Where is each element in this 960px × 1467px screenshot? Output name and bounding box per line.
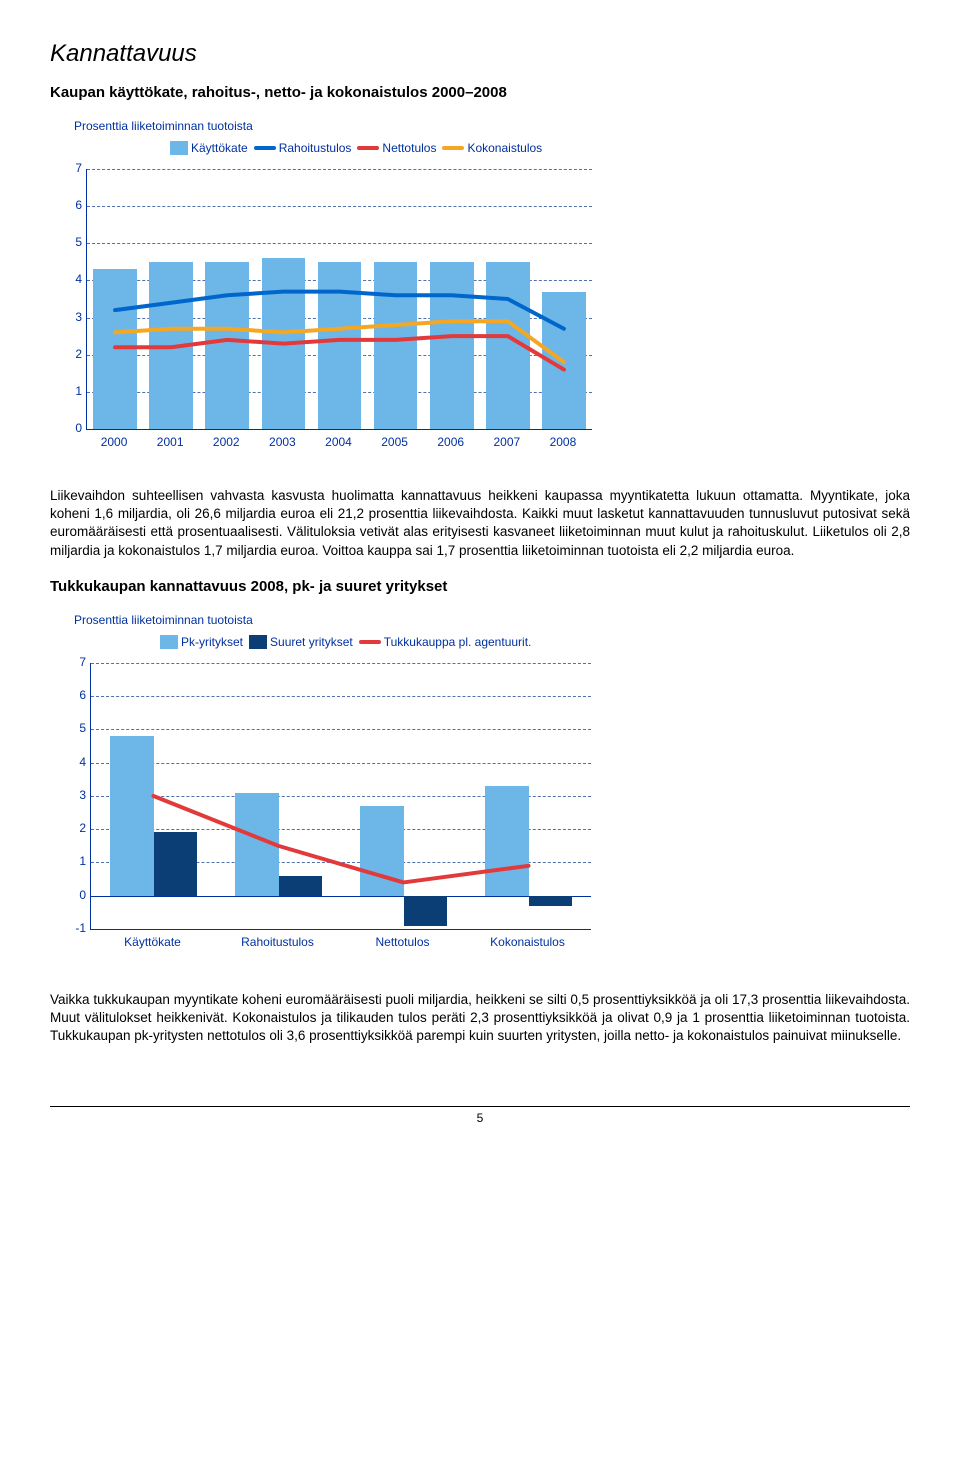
legend-label: Käyttökate xyxy=(191,141,248,155)
y-tick-label: -1 xyxy=(68,921,86,935)
y-tick-label: 5 xyxy=(64,235,82,249)
y-tick-label: 4 xyxy=(68,755,86,769)
y-tick-label: 6 xyxy=(64,198,82,212)
x-tick-label: Nettotulos xyxy=(375,935,429,949)
paragraph-2: Vaikka tukkukaupan myyntikate koheni eur… xyxy=(50,991,910,1046)
legend-item: Tukkukauppa pl. agentuurit. xyxy=(359,635,532,649)
y-tick-label: 5 xyxy=(68,721,86,735)
page-number: 5 xyxy=(477,1111,484,1125)
paragraph-1: Liikevaihdon suhteellisen vahvasta kasvu… xyxy=(50,487,910,560)
y-axis-title: Prosenttia liiketoiminnan tuotoista xyxy=(74,613,253,627)
legend-swatch xyxy=(359,640,381,644)
chart2-title: Tukkukaupan kannattavuus 2008, pk- ja su… xyxy=(50,578,910,595)
legend-swatch xyxy=(249,635,267,649)
series-line xyxy=(115,336,564,369)
x-tick-label: 2002 xyxy=(213,435,240,449)
legend-item: Nettotulos xyxy=(357,141,436,155)
legend-label: Tukkukauppa pl. agentuurit. xyxy=(384,635,532,649)
page-footer: 5 xyxy=(50,1106,910,1125)
chart2: Prosenttia liiketoiminnan tuotoista -1 0 1 2… xyxy=(50,607,610,977)
y-tick-label: 3 xyxy=(64,310,82,324)
x-tick-label: Kokonaistulos xyxy=(490,935,565,949)
y-tick-label: 3 xyxy=(68,788,86,802)
legend-item: Käyttökate xyxy=(170,141,248,155)
y-axis-title: Prosenttia liiketoiminnan tuotoista xyxy=(74,119,253,133)
chart1: Prosenttia liiketoiminnan tuotoista 0 1 2 3 4… xyxy=(50,113,610,473)
line-layer xyxy=(87,169,592,429)
plot-area xyxy=(86,169,592,430)
y-tick-label: 4 xyxy=(64,272,82,286)
x-tick-label: 2003 xyxy=(269,435,296,449)
legend-swatch xyxy=(160,635,178,649)
legend-item: Pk-yritykset xyxy=(160,635,243,649)
x-tick-label: Käyttökate xyxy=(124,935,181,949)
legend-item: Suuret yritykset xyxy=(249,635,353,649)
y-tick-label: 1 xyxy=(68,854,86,868)
chart1-title: Kaupan käyttökate, rahoitus-, netto- ja … xyxy=(50,84,910,101)
chart2-container: Prosenttia liiketoiminnan tuotoista -1 0 1 2… xyxy=(50,607,910,977)
y-tick-label: 0 xyxy=(68,888,86,902)
x-tick-label: 2006 xyxy=(437,435,464,449)
legend-swatch xyxy=(254,146,276,150)
x-tick-label: 2004 xyxy=(325,435,352,449)
x-tick-label: 2008 xyxy=(550,435,577,449)
x-tick-label: 2000 xyxy=(101,435,128,449)
legend-label: Pk-yritykset xyxy=(181,635,243,649)
section-title: Kannattavuus xyxy=(50,40,910,68)
y-tick-label: 0 xyxy=(64,421,82,435)
x-tick-label: 2001 xyxy=(157,435,184,449)
y-tick-label: 2 xyxy=(64,347,82,361)
legend-item: Kokonaistulos xyxy=(442,141,542,155)
legend-label: Nettotulos xyxy=(382,141,436,155)
chart1-container: Prosenttia liiketoiminnan tuotoista 0 1 2 3 4… xyxy=(50,113,910,473)
plot-area xyxy=(90,663,591,930)
x-tick-label: 2007 xyxy=(493,435,520,449)
legend: Käyttökate Rahoitustulos Nettotulos Kokonai… xyxy=(170,141,542,155)
series-line xyxy=(154,796,529,882)
legend: Pk-yritykset Suuret yritykset Tukkukauppa … xyxy=(160,635,531,649)
y-tick-label: 7 xyxy=(64,161,82,175)
legend-label: Suuret yritykset xyxy=(270,635,353,649)
y-tick-label: 1 xyxy=(64,384,82,398)
legend-swatch xyxy=(442,146,464,150)
x-tick-label: 2005 xyxy=(381,435,408,449)
line-layer xyxy=(91,663,591,929)
legend-label: Rahoitustulos xyxy=(279,141,352,155)
legend-label: Kokonaistulos xyxy=(467,141,542,155)
x-tick-label: Rahoitustulos xyxy=(241,935,314,949)
legend-item: Rahoitustulos xyxy=(254,141,352,155)
y-tick-label: 7 xyxy=(68,655,86,669)
y-tick-label: 6 xyxy=(68,688,86,702)
legend-swatch xyxy=(357,146,379,150)
y-tick-label: 2 xyxy=(68,821,86,835)
legend-swatch xyxy=(170,141,188,155)
